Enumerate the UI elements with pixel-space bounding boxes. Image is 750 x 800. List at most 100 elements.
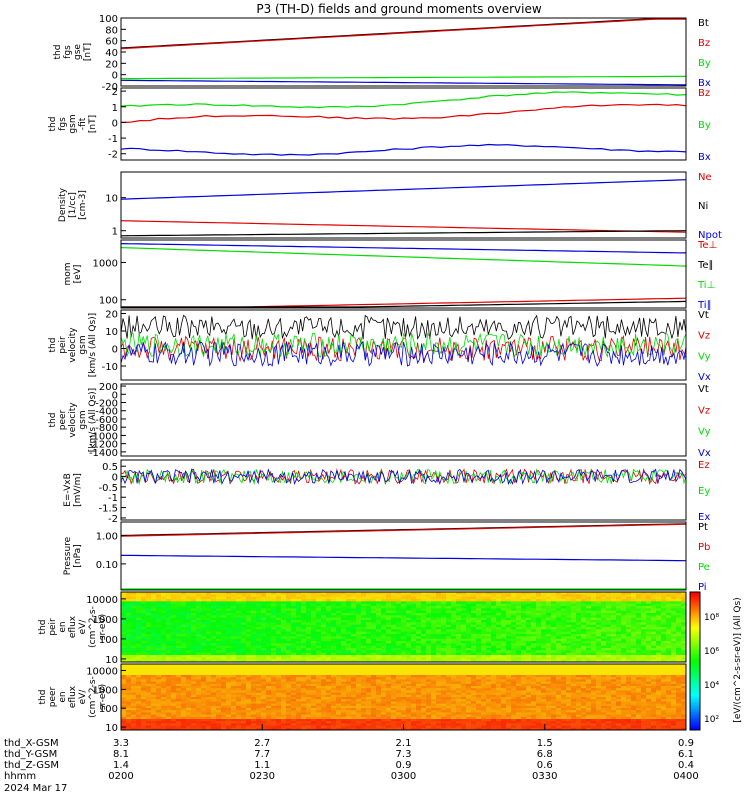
spectrogram-cell [176, 641, 182, 644]
panel-peir_spec: 10100100010000thdpeirenefluxeV/(cm^2-s-s… [38, 591, 687, 666]
spectrogram-cell [516, 615, 522, 619]
spectrogram-cell [551, 652, 557, 656]
spectrogram-cell [551, 610, 557, 614]
spectrogram-cell [681, 645, 687, 649]
spectrogram-cell [576, 624, 582, 628]
spectrogram-cell [146, 721, 152, 724]
spectrogram-cell [516, 636, 522, 640]
spectrogram-cell [206, 664, 212, 667]
spectrogram-cell [336, 727, 342, 731]
spectrogram-cell [446, 650, 452, 654]
spectrogram-cell [266, 701, 272, 705]
spectrogram-cell [246, 703, 252, 707]
spectrogram-cell [331, 710, 337, 713]
spectrogram-cell [156, 643, 162, 647]
spectrogram-cell [191, 608, 197, 612]
spectrogram-cell [176, 596, 182, 600]
spectrogram-cell [201, 692, 207, 696]
spectrogram-cell [236, 721, 242, 724]
spectrogram-cell [381, 634, 387, 637]
spectrogram-cell [411, 634, 417, 637]
spectrogram-cell [556, 624, 562, 628]
spectrogram-cell [141, 670, 147, 674]
spectrogram-cell [646, 655, 652, 658]
spectrogram-cell [626, 643, 632, 647]
spectrogram-cell [656, 645, 662, 649]
spectrogram-cell [211, 723, 217, 727]
spectrogram-cell [341, 666, 347, 669]
spectrogram-cell [416, 622, 422, 626]
spectrogram-cell [476, 617, 482, 621]
spectrogram-cell [356, 594, 362, 598]
spectrogram-cell [381, 643, 387, 647]
spectrogram-cell [161, 694, 167, 698]
spectrogram-cell [206, 672, 212, 676]
spectrogram-cell [616, 638, 622, 642]
spectrogram-cell [266, 594, 272, 598]
spectrogram-cell [211, 610, 217, 614]
spectrogram-cell [551, 603, 557, 607]
spectrogram-cell [536, 634, 542, 637]
spectrogram-cell [256, 672, 262, 676]
spectrogram-cell [341, 631, 347, 635]
spectrogram-cell [436, 631, 442, 635]
spectrogram-cell [236, 666, 242, 669]
spectrogram-cell [336, 664, 342, 667]
spectrogram-cell [356, 657, 362, 661]
spectrogram-cell [151, 599, 157, 602]
spectrogram-cell [246, 699, 252, 702]
spectrogram-cell [271, 624, 277, 628]
spectrogram-cell [136, 659, 142, 663]
spectrogram-cell [396, 659, 402, 663]
spectrogram-cell [321, 650, 327, 654]
spectrogram-cell [516, 631, 522, 635]
spectrogram-cell [236, 659, 242, 663]
spectrogram-cell [576, 641, 582, 644]
spectrogram-cell [521, 657, 527, 661]
spectrogram-cell [501, 620, 507, 623]
spectrogram-cell [261, 666, 267, 669]
spectrogram-cell [596, 634, 602, 637]
spectrogram-cell [641, 648, 647, 651]
spectrogram-cell [191, 634, 197, 637]
spectrogram-cell [371, 631, 377, 635]
spectrogram-cell [121, 703, 127, 707]
spectrogram-cell [356, 641, 362, 644]
spectrogram-cell [226, 603, 232, 607]
spectrogram-cell [176, 712, 182, 716]
spectrogram-cell [536, 641, 542, 644]
spectrogram-cell [606, 601, 612, 605]
spectrogram-cell [276, 675, 282, 678]
spectrogram-cell [586, 655, 592, 658]
spectrogram-cell [286, 629, 292, 633]
spectrogram-cell [406, 648, 412, 651]
spectrogram-cell [386, 594, 392, 598]
spectrogram-cell [351, 670, 357, 674]
spectrogram-cell [206, 594, 212, 598]
spectrogram-cell [421, 631, 427, 635]
spectrogram-cell [156, 690, 162, 694]
spectrogram-cell [431, 627, 437, 630]
spectrogram-cell [196, 636, 202, 640]
spectrogram-cell [596, 620, 602, 623]
spectrogram-cell [196, 631, 202, 635]
spectrogram-cell [356, 643, 362, 647]
spectrogram-cell [256, 655, 262, 658]
spectrogram-cell [171, 690, 177, 694]
spectrogram-cell [336, 655, 342, 658]
spectrogram-cell [356, 648, 362, 651]
spectrogram-cell [151, 631, 157, 635]
spectrogram-cell [486, 634, 492, 637]
spectrogram-cell [241, 641, 247, 644]
spectrogram-cell [551, 627, 557, 630]
spectrogram-cell [141, 668, 147, 672]
spectrogram-cell [396, 648, 402, 651]
spectrogram-cell [191, 716, 197, 720]
spectrogram-cell [186, 672, 192, 676]
spectrogram-cell [496, 599, 502, 602]
spectrogram-cell [406, 638, 412, 642]
spectrogram-cell [466, 643, 472, 647]
spectrogram-cell [396, 596, 402, 600]
spectrogram-cell [681, 643, 687, 647]
spectrogram-cell [331, 631, 337, 635]
